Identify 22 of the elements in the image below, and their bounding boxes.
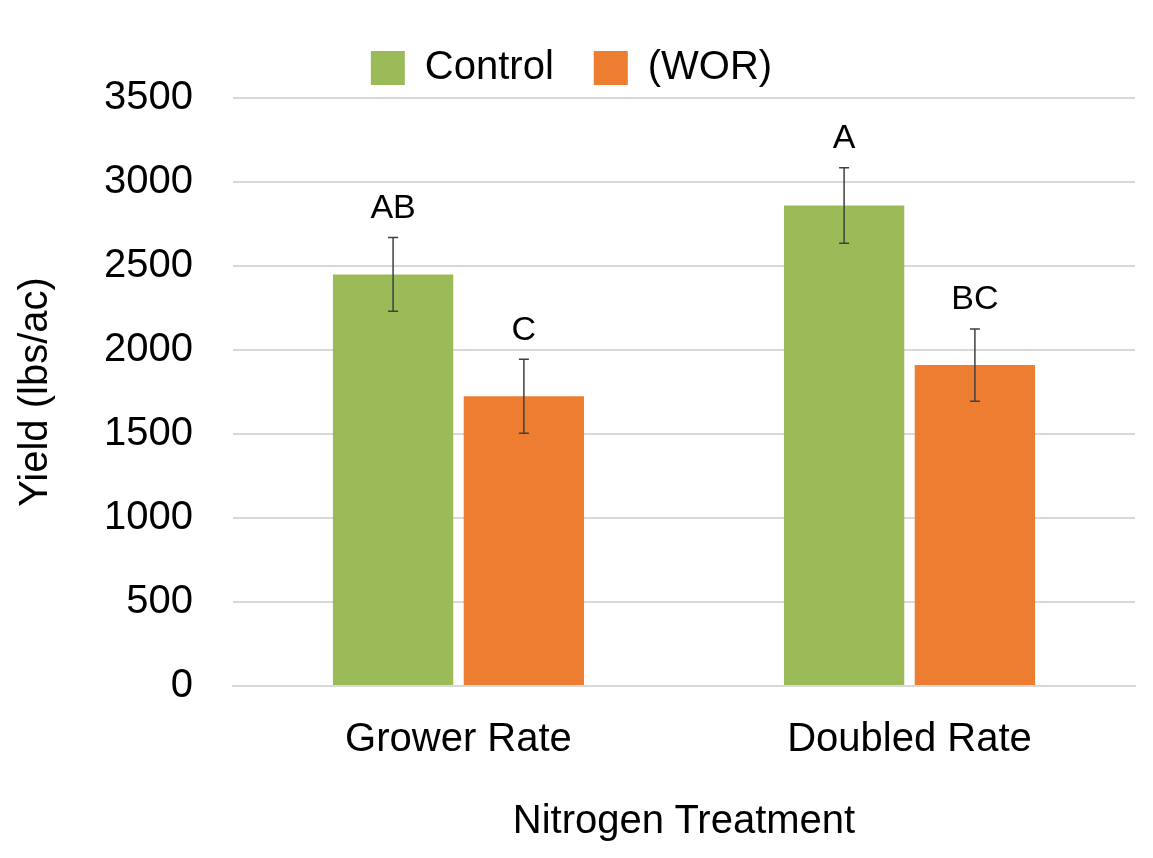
x-tick-label: Grower Rate bbox=[345, 715, 572, 760]
x-axis-title: Nitrogen Treatment bbox=[512, 797, 856, 842]
legend-label: Control bbox=[424, 43, 554, 88]
data-label: AB bbox=[370, 186, 416, 225]
bar bbox=[914, 365, 1036, 685]
data-label: A bbox=[832, 117, 856, 156]
y-tick-label: 1000 bbox=[104, 493, 193, 538]
data-label: C bbox=[511, 308, 537, 347]
y-tick-label: 1500 bbox=[104, 409, 193, 454]
bar bbox=[783, 205, 905, 685]
y-axis-title: Yield (lbs/ac) bbox=[11, 277, 56, 507]
legend-label: (WOR) bbox=[647, 43, 773, 88]
data-label: BC bbox=[951, 278, 999, 317]
bar bbox=[463, 396, 585, 685]
x-tick-label: Doubled Rate bbox=[787, 715, 1032, 760]
y-tick-label: 500 bbox=[126, 577, 193, 622]
bar bbox=[332, 274, 454, 685]
y-tick-label: 2000 bbox=[104, 325, 193, 370]
y-tick-label: 0 bbox=[170, 661, 193, 706]
y-tick-label: 2500 bbox=[104, 241, 193, 286]
y-tick-label: 3000 bbox=[104, 157, 193, 202]
y-tick-label: 3500 bbox=[104, 73, 193, 118]
